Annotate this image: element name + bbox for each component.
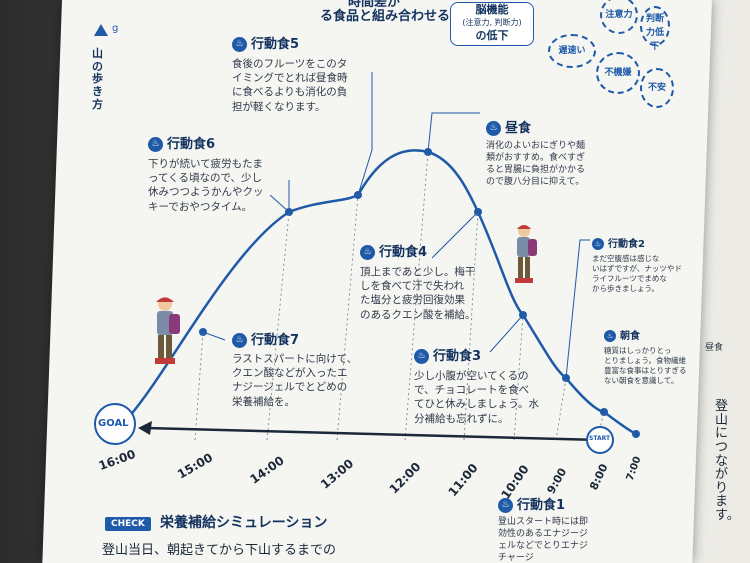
fork-knife-icon: ♨ [360,245,375,260]
start-label: START [589,435,611,442]
effect-5: 判断力低下 [640,6,670,52]
fork-knife-icon: ♨ [414,349,429,364]
return-arrow-line [145,426,601,442]
breakfast-title-text: 朝食 [620,331,640,342]
f5-title-text: 行動食5 [251,37,300,52]
leader-f2 [565,239,590,379]
footer-body: 登山当日、朝起きてから下山するまでの [102,543,337,558]
f1-title-text: 行動食1 [517,498,566,513]
hiker-right [515,225,537,283]
fork-knife-icon: ♨ [148,137,163,152]
f5-title: ♨ 行動食5 [232,36,299,54]
goal-circle [94,403,136,445]
top-text-2: る食品と組み合わせる。 [320,9,464,24]
effect-4: 注意力 [600,0,638,34]
f2-title: ♨ 行動食2 [592,238,645,252]
start-circle [586,426,614,454]
stop-dot-breakfast [600,408,608,416]
f7-text: ラストスパートに向けて、 クエン酸などが入ったエ ナジージェルでとどめの 栄養補… [232,353,358,408]
f5-text: 食後のフルーツをこのタ イミングでとれば昼食時 に食べるよりも消化の負 担が軽く… [232,58,348,113]
check-badge: CHECK [105,517,151,531]
f6-text: 下りが続いて疲労もたま ってくる頃なので、少し 休みつつようかんやクッ キーでお… [148,158,264,213]
f4-title-text: 行動食4 [379,245,428,260]
footer-heading: 栄養補給シミュレーション [160,515,328,531]
f2-text: まだ空腹感は感じな いはずですが、ナッツやド ライフルーツでまめな から歩きまし… [592,254,682,294]
sidebar-section-title: 山の歩き方 [92,47,103,111]
f3-title: ♨ 行動食3 [414,348,481,366]
hiker-left [155,297,180,364]
stop-dot-start [632,430,640,438]
stop-dot-f2 [562,374,570,382]
brain-sub: (注意力, 判断力) [462,17,522,27]
f4-title: ♨ 行動食4 [360,244,427,262]
fork-knife-icon: ♨ [486,121,501,136]
f7-title: ♨ 行動食7 [232,332,299,350]
f6-title-text: 行動食6 [167,137,216,152]
lunch-title: ♨ 昼食 [486,120,531,138]
f3-title-text: 行動食3 [433,349,482,364]
altitude-curve [127,149,637,436]
stop-dot-f6 [285,208,293,216]
fork-knife-icon: ♨ [498,498,513,513]
sidebar-page-letter: g [112,23,119,34]
fork-knife-icon: ♨ [604,330,616,342]
leader-lunch [427,112,480,153]
brain-badge: 脳機能 (注意力, 判断力) の低下 [450,2,534,46]
stop-dots [199,148,640,438]
lunch-title-text: 昼食 [505,121,532,136]
brain-label: 脳機能 [475,3,509,16]
leader-f6 [269,194,290,213]
breakfast-text: 糖質はしっかりとっ とりましょう。食物繊維 豊富な食事はとりすぎる ない朝食を意… [604,346,687,386]
goal-label: GOAL [98,418,129,429]
leader-f3 [489,314,524,353]
time-gridlines [194,151,605,441]
leader-f5-box [357,72,373,196]
stop-dot-f4 [474,208,482,216]
brain-down: の低下 [475,28,509,42]
effect-2: 不機嫌 [596,52,640,94]
effect-3: 不安 [640,68,674,108]
f3-text: 少し小腹が空いてくるの で、チョコレートを食べ てひと休みしましょう。水 分補給… [414,370,540,425]
return-arrow-head [138,421,152,435]
breakfast-title: ♨ 朝食 [604,330,640,344]
right-page-label: 昼食 [705,343,724,353]
f1-text: 登山スタート時には即 効性のあるエナジージ ェルなどでとりエナジ チャージ [498,517,589,563]
fork-knife-icon: ♨ [592,238,604,250]
f1-title: ♨ 行動食1 [498,497,565,515]
lunch-text: 消化のよいおにぎりや麺 類がおすすめ。食べすぎ ると胃腸に負担がかかる ので腹八… [486,141,586,188]
stop-dot-lunch [424,148,432,156]
f2-title-text: 行動食2 [608,239,645,250]
f4-text: 頂上まであと少し。梅干 しを食べて汗で失われ た塩分と疲労回復効果 のあるクエン… [360,266,476,321]
top-text-1: 時間差が [348,0,401,10]
sidebar-triangle-icon [94,24,108,36]
leader-f4 [431,211,479,259]
f7-title-text: 行動食7 [251,333,300,348]
fork-knife-icon: ♨ [232,37,247,52]
fork-knife-icon: ♨ [232,333,247,348]
stop-dot-f7 [199,328,207,336]
effect-1: 遅速い [548,34,596,68]
f6-title: ♨ 行動食6 [148,136,215,154]
